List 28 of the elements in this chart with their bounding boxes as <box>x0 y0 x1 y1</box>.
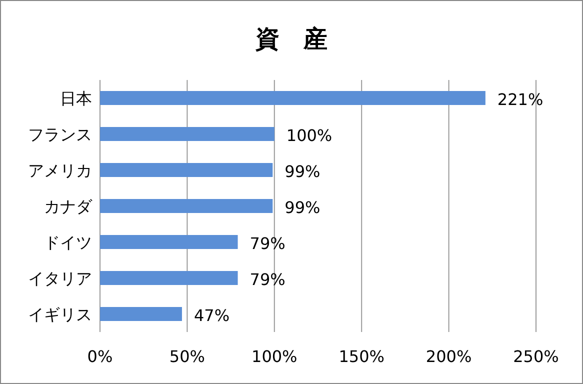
data-label: 99% <box>284 162 320 181</box>
x-tick-label: 250% <box>513 347 559 366</box>
bar <box>100 235 238 249</box>
bar <box>100 91 486 105</box>
x-tick-label: 50% <box>169 347 205 366</box>
y-tick-label: 日本 <box>60 89 92 108</box>
y-tick-label: イギリス <box>28 305 92 324</box>
data-label: 100% <box>286 126 332 145</box>
bar <box>100 307 182 321</box>
data-label: 99% <box>284 198 320 217</box>
chart-title: 資 産 <box>254 25 328 53</box>
bar <box>100 271 238 285</box>
data-label: 79% <box>250 270 286 289</box>
y-tick-label: カナダ <box>44 197 93 216</box>
bar <box>100 199 273 213</box>
y-tick-label: イタリア <box>28 269 92 288</box>
x-tick-label: 100% <box>252 347 298 366</box>
y-tick-label: ドイツ <box>44 233 92 252</box>
y-tick-label: アメリカ <box>28 161 92 180</box>
x-tick-label: 0% <box>87 347 113 366</box>
bar <box>100 163 273 177</box>
data-label: 47% <box>194 306 230 325</box>
data-label: 221% <box>497 90 544 109</box>
x-tick-label: 200% <box>426 347 472 366</box>
data-label: 79% <box>250 234 286 253</box>
x-tick-label: 150% <box>338 347 384 366</box>
y-tick-label: フランス <box>28 125 92 144</box>
bar <box>100 127 274 141</box>
